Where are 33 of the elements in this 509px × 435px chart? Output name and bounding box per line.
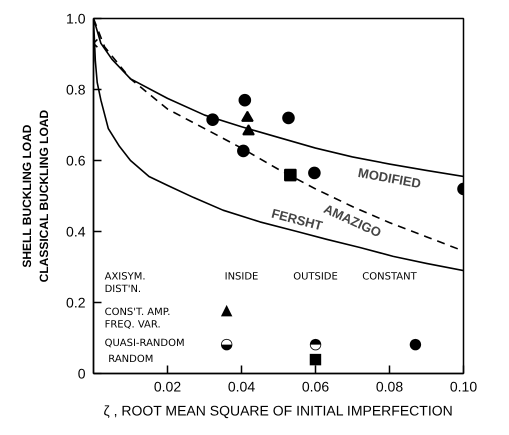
annotation: ■ <box>308 350 323 368</box>
annotation: ● <box>408 334 422 352</box>
text: FERSHT <box>270 206 324 234</box>
point <box>282 112 295 124</box>
annotation: QUASI-RANDOM <box>104 338 185 349</box>
annotation: ▲ <box>220 300 233 319</box>
annotation: CONSTANT <box>362 271 418 282</box>
y-tick-label: 0.4 <box>66 224 86 240</box>
point <box>308 166 321 180</box>
x-tick-label: 0.04 <box>228 378 256 394</box>
point <box>206 113 219 126</box>
y-tick-label: 1.0 <box>66 10 86 26</box>
annotation: RANDOM <box>108 354 154 365</box>
text: MODIFIED <box>356 164 422 192</box>
annotation: OUTSIDE <box>293 271 338 282</box>
x-axis-title: ζ , ROOT MEAN SQUARE OF INITIAL IMPERFECTION <box>104 402 453 418</box>
point <box>238 94 252 106</box>
y-axis-title: SHELL BUCKLING LOAD CLASSICAL BUCKLING LOAD <box>20 110 52 282</box>
y-tick-label: 0 <box>78 366 86 382</box>
x-tick-label: 0.06 <box>302 378 330 394</box>
x-tick-label: 0.10 <box>450 378 478 394</box>
annotation: ◒ <box>220 334 234 352</box>
x-tick-label: 0.08 <box>376 378 404 394</box>
y-tick-label: 0.2 <box>66 294 86 310</box>
annotation: ◓ <box>308 334 322 352</box>
point <box>237 144 250 158</box>
annotation: CONS'T. AMP. FREQ. VAR. <box>104 306 170 330</box>
y-tick-label: 0.6 <box>66 152 86 168</box>
x-tick-label: 0.02 <box>154 378 182 394</box>
annotation: INSIDE <box>224 271 258 282</box>
annotation: AXISYM. DIST'N. <box>104 271 146 295</box>
y-tick-label: 0.8 <box>66 82 86 98</box>
point <box>284 168 297 182</box>
